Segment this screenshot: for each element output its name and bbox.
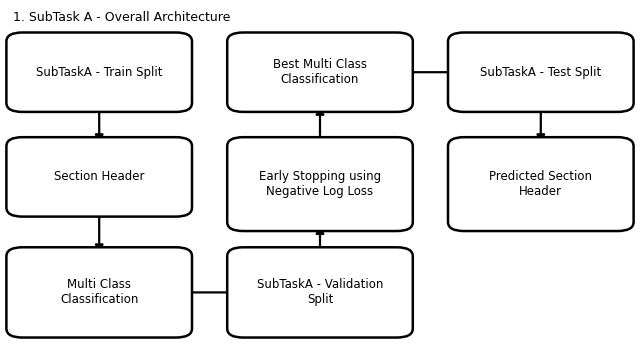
Text: SubTaskA - Train Split: SubTaskA - Train Split (36, 66, 163, 79)
Text: Predicted Section
Header: Predicted Section Header (490, 170, 592, 198)
Text: Best Multi Class
Classification: Best Multi Class Classification (273, 58, 367, 86)
FancyBboxPatch shape (227, 137, 413, 231)
FancyBboxPatch shape (227, 32, 413, 112)
Text: Early Stopping using
Negative Log Loss: Early Stopping using Negative Log Loss (259, 170, 381, 198)
FancyBboxPatch shape (6, 247, 192, 338)
Text: Section Header: Section Header (54, 170, 145, 183)
Text: 1. SubTask A - Overall Architecture: 1. SubTask A - Overall Architecture (13, 11, 230, 24)
FancyBboxPatch shape (227, 247, 413, 338)
FancyBboxPatch shape (6, 137, 192, 217)
FancyBboxPatch shape (448, 137, 634, 231)
FancyBboxPatch shape (448, 32, 634, 112)
Text: SubTaskA - Validation
Split: SubTaskA - Validation Split (257, 278, 383, 306)
FancyBboxPatch shape (6, 32, 192, 112)
Text: SubTaskA - Test Split: SubTaskA - Test Split (480, 66, 602, 79)
Text: Multi Class
Classification: Multi Class Classification (60, 278, 138, 306)
